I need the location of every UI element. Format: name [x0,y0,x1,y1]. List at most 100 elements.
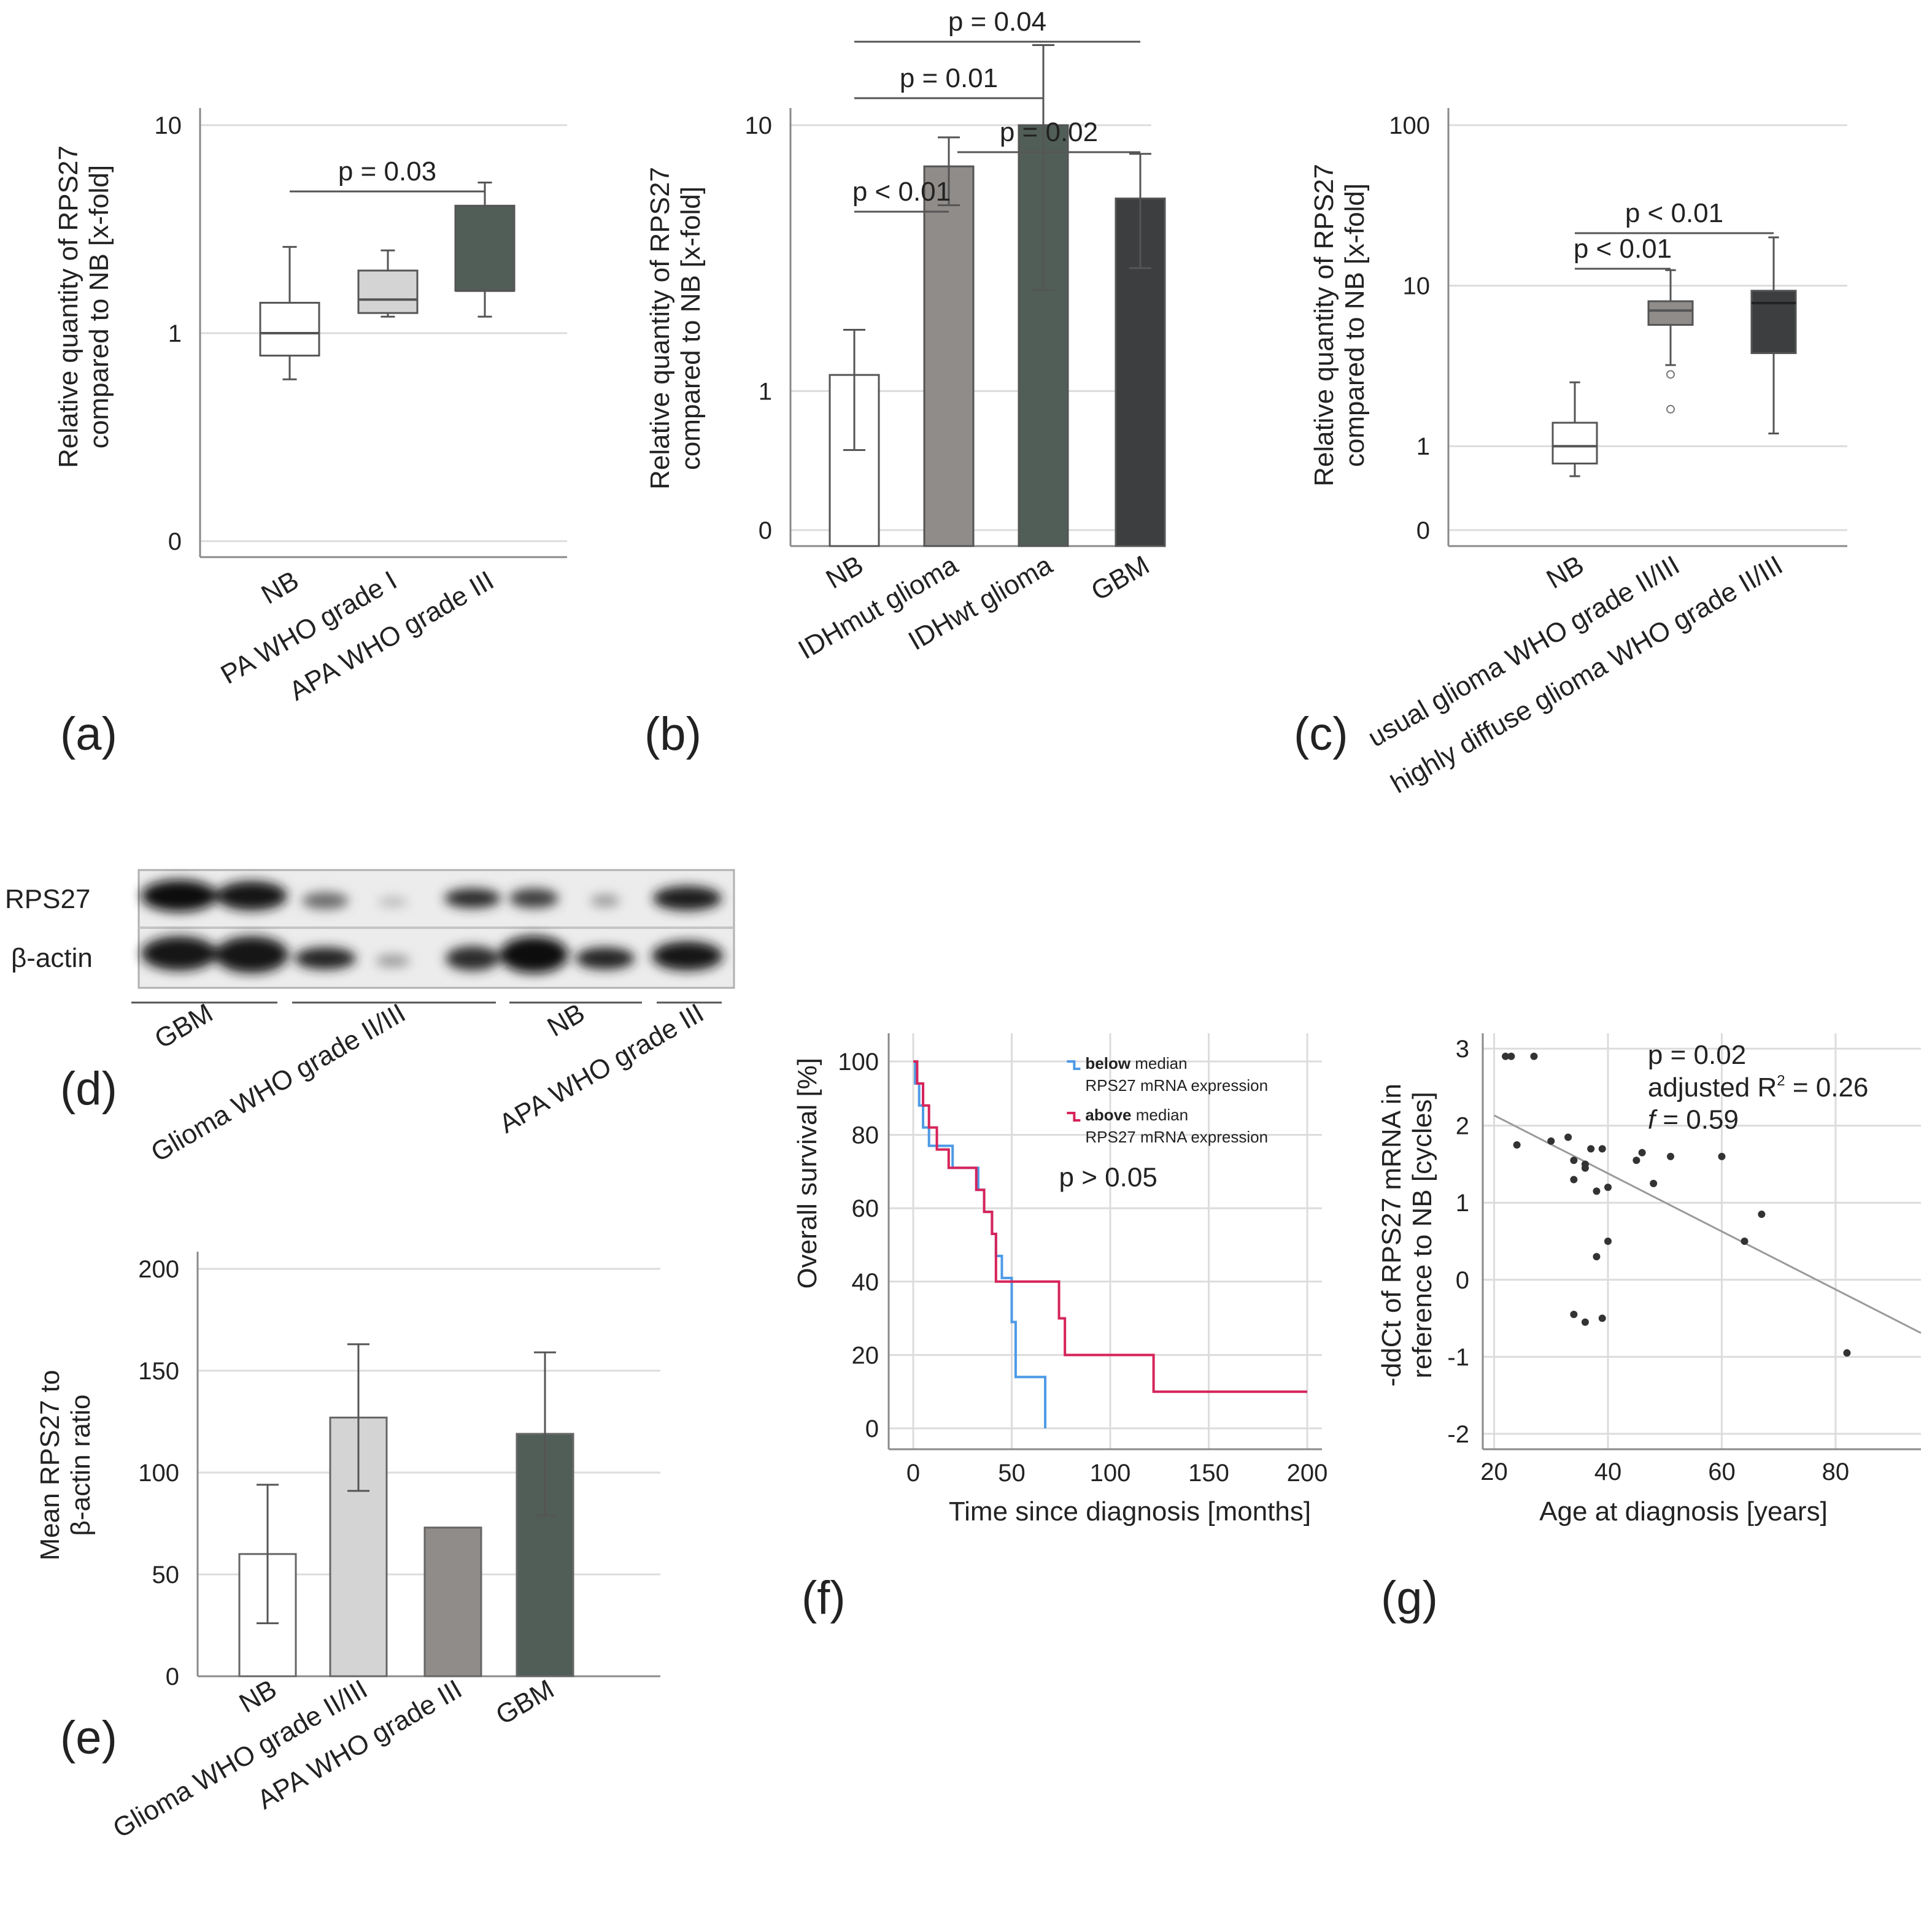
scatter-point [1587,1145,1595,1153]
y-axis-label: -ddCt of RPS27 mRNA in [1377,1084,1407,1387]
y-tick-label: 10 [745,112,773,139]
blot-band [509,888,558,908]
scatter-point [1633,1157,1640,1165]
survival-curve [913,1060,1307,1393]
blot-band [376,955,410,967]
y-tick-label: 3 [1456,1036,1469,1063]
panel-label-b: (b) [644,708,701,760]
scatter-point [1570,1311,1578,1319]
y-tick-label: 150 [138,1358,179,1385]
scatter-point [1513,1141,1521,1149]
box-body [1551,422,1598,464]
y-tick-label: 100 [138,1460,179,1487]
box-body [357,269,419,314]
significance-label: p = 0.03 [338,156,436,187]
x-tick-label: 150 [1188,1460,1229,1487]
survival-curve [913,1060,1047,1428]
blot-band [215,936,288,973]
y-tick-label: 50 [152,1562,180,1589]
blot-band [216,881,287,911]
box-outlier [1666,370,1675,379]
blot-band [446,946,500,971]
blot-band [302,892,349,909]
y-axis-label: reference to NB [cycles] [1407,1092,1437,1378]
y-axis-label: β-actin ratio [66,1395,96,1536]
y-tick-label: 0 [168,528,182,555]
y-axis-label: Relative quantity of RPS27 [645,167,675,490]
x-tick-label: 100 [1090,1460,1131,1487]
bar [923,165,975,547]
y-tick-label: -1 [1447,1344,1469,1371]
box-body [1647,300,1694,326]
x-tick-label: highly diffuse glioma WHO grade II/III [1386,550,1788,799]
panel-label-c: (c) [1294,708,1348,760]
y-tick-label: 100 [1389,112,1430,139]
blot-row-label: RPS27 [5,884,90,914]
x-tick-label: GBM [1086,550,1154,607]
y-tick-label: 1 [759,378,772,405]
stat-annotation: adjusted R2 = 0.26 [1648,1073,1869,1103]
x-tick-label: NB [257,565,304,610]
x-tick-label: GBM [491,1674,559,1731]
scatter-point [1593,1253,1601,1261]
scatter-point [1741,1238,1748,1245]
blot-band [378,897,408,907]
blot-band [500,936,568,973]
significance-label: p < 0.01 [1574,234,1672,264]
x-tick-label: 20 [1480,1458,1508,1485]
x-axis-label: Time since diagnosis [months] [949,1496,1311,1527]
blot-band [652,941,723,971]
scatter-point [1581,1164,1589,1172]
scatter-point [1843,1349,1851,1357]
scatter-point [1502,1052,1510,1060]
panel-label-e: (e) [60,1712,117,1764]
y-tick-label: -2 [1447,1421,1469,1448]
scatter-point [1507,1052,1515,1060]
box-outlier [1666,404,1675,414]
western-blot: RPS27 β-actin GBM Glioma WHO grade II/II… [5,869,735,1168]
panel-label-g: (g) [1381,1572,1438,1624]
scatter-point [1570,1157,1578,1165]
y-tick-label: 1 [168,320,182,347]
scatter-point [1593,1187,1601,1195]
y-tick-label: 200 [138,1256,179,1283]
blot-row-label: β-actin [11,943,93,973]
scatter-point [1570,1176,1578,1184]
y-tick-label: 10 [1403,273,1431,300]
blot-group-label: NB [543,998,590,1042]
blot-band [295,947,356,969]
scatter-point [1598,1314,1606,1322]
legend-label: RPS27 mRNA expression [1085,1076,1268,1095]
y-tick-label: 40 [852,1269,879,1296]
y-tick-label: 0 [166,1663,179,1690]
legend-label: RPS27 mRNA expression [1085,1128,1268,1146]
y-tick-label: 2 [1456,1113,1469,1140]
scatter-point [1758,1211,1766,1219]
significance-label: p = 0.04 [948,7,1046,37]
y-axis-label: compared to NB [x-fold] [676,187,706,470]
scatter-point [1564,1133,1572,1141]
significance-label: p = 0.01 [900,63,998,93]
scatter-point [1718,1152,1726,1160]
blot-band [141,936,217,971]
x-tick-label: 50 [998,1460,1026,1487]
x-tick-label: IDHmut glioma [794,550,964,665]
legend-label: below median [1085,1054,1187,1073]
x-axis-label: Age at diagnosis [years] [1539,1496,1828,1527]
stat-annotation: p = 0.02 [1648,1040,1746,1070]
x-tick-label: 80 [1822,1458,1850,1485]
y-tick-label: 1 [1456,1190,1469,1217]
y-axis-label: Overall survival [%] [792,1058,822,1289]
blot-group-label: APA WHO grade III [494,998,709,1139]
scatter-point [1604,1184,1612,1192]
legend-swatch [1067,1111,1081,1122]
y-tick-label: 80 [852,1122,879,1149]
scatter-point [1604,1238,1612,1245]
significance-label: p < 0.01 [852,177,951,207]
y-tick-label: 0 [1456,1267,1469,1294]
significance-label: p = 0.02 [1000,117,1098,147]
panel-label-d: (d) [60,1063,117,1115]
box-body [259,301,320,357]
blot-group-label: GBM [150,998,218,1055]
